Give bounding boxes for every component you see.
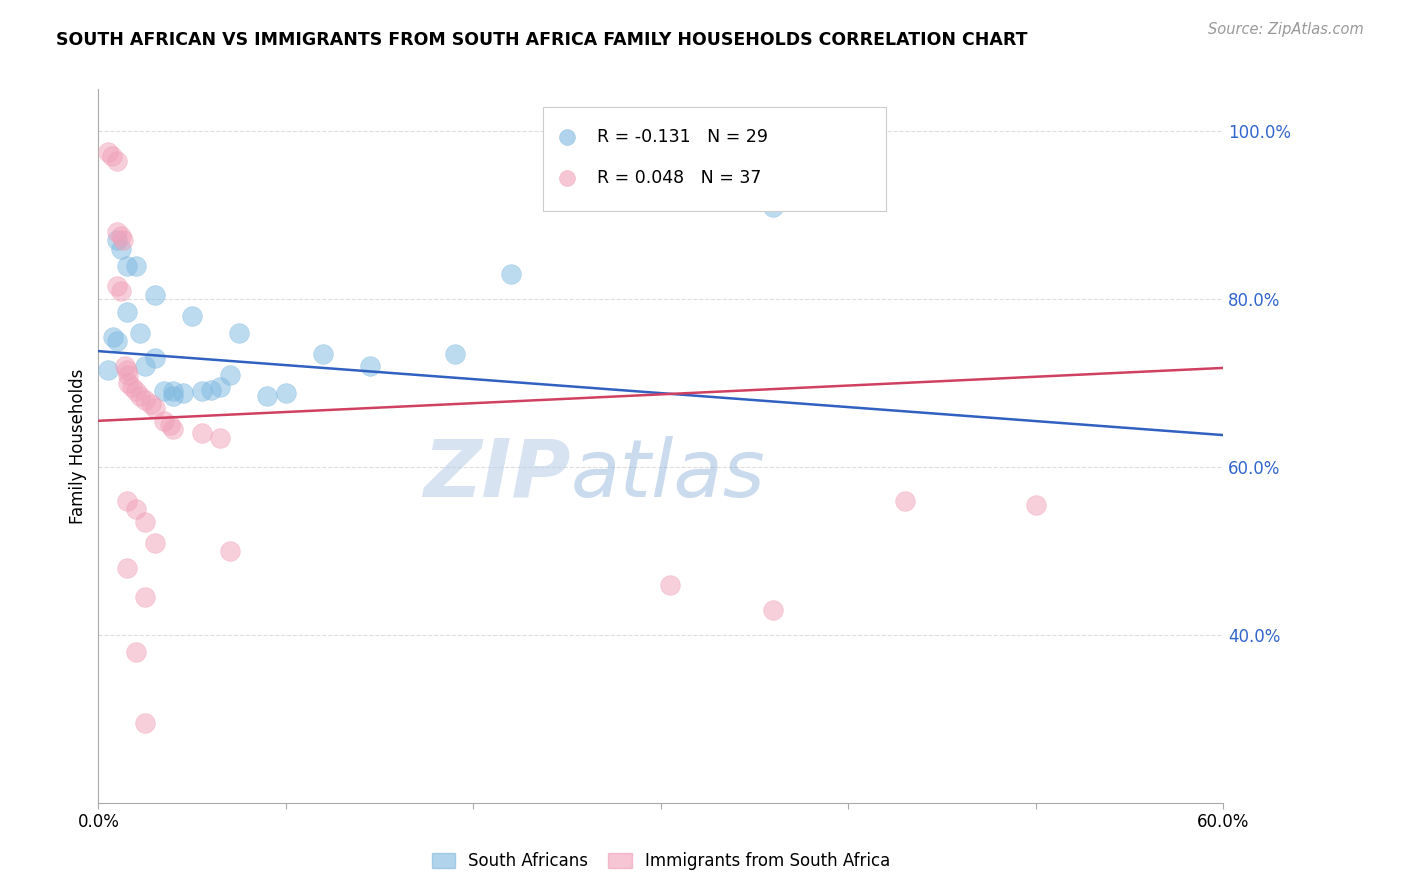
Point bbox=[97, 145, 120, 160]
Point bbox=[128, 389, 150, 403]
Point bbox=[134, 716, 156, 731]
Point bbox=[121, 380, 143, 394]
Point bbox=[181, 309, 204, 323]
Point bbox=[115, 363, 138, 377]
Point bbox=[172, 386, 194, 401]
Point bbox=[893, 493, 915, 508]
Point bbox=[159, 417, 181, 432]
Point bbox=[125, 384, 148, 399]
Point bbox=[134, 590, 156, 604]
Point bbox=[105, 334, 128, 348]
Point bbox=[209, 431, 232, 445]
Point bbox=[143, 288, 166, 302]
Point bbox=[134, 359, 156, 374]
Point bbox=[143, 351, 166, 365]
Point bbox=[869, 180, 891, 194]
Point bbox=[228, 326, 250, 340]
Legend: South Africans, Immigrants from South Africa: South Africans, Immigrants from South Af… bbox=[425, 846, 897, 877]
Point bbox=[443, 346, 465, 360]
Point bbox=[143, 535, 166, 549]
Point bbox=[115, 560, 138, 574]
Point bbox=[153, 414, 176, 428]
Point bbox=[100, 149, 122, 163]
Point bbox=[139, 397, 162, 411]
Point bbox=[218, 368, 240, 382]
Point bbox=[1025, 498, 1047, 512]
Point bbox=[762, 200, 785, 214]
Point bbox=[110, 242, 132, 256]
Point bbox=[105, 225, 128, 239]
Point bbox=[134, 392, 156, 407]
Point bbox=[190, 426, 212, 441]
Point bbox=[218, 544, 240, 558]
Point bbox=[153, 384, 176, 399]
Point bbox=[105, 279, 128, 293]
Point bbox=[125, 645, 148, 659]
Point bbox=[105, 153, 128, 168]
Point bbox=[762, 603, 785, 617]
Point bbox=[162, 422, 184, 436]
Point bbox=[128, 326, 150, 340]
Point bbox=[115, 259, 138, 273]
Point bbox=[110, 229, 132, 244]
Point bbox=[114, 359, 136, 374]
Text: SOUTH AFRICAN VS IMMIGRANTS FROM SOUTH AFRICA FAMILY HOUSEHOLDS CORRELATION CHAR: SOUTH AFRICAN VS IMMIGRANTS FROM SOUTH A… bbox=[56, 31, 1028, 49]
Y-axis label: Family Households: Family Households bbox=[69, 368, 87, 524]
Point bbox=[190, 384, 212, 399]
Point bbox=[143, 401, 166, 416]
Point bbox=[162, 389, 184, 403]
Point bbox=[256, 389, 278, 403]
Point bbox=[103, 330, 125, 344]
Point bbox=[209, 380, 232, 394]
Text: atlas: atlas bbox=[571, 435, 766, 514]
Point bbox=[659, 577, 682, 591]
Point bbox=[274, 386, 297, 401]
Point bbox=[110, 284, 132, 298]
Point bbox=[117, 376, 139, 390]
Point bbox=[117, 368, 139, 382]
Point bbox=[200, 383, 222, 397]
Point bbox=[115, 304, 138, 318]
Point bbox=[97, 363, 120, 377]
Point bbox=[869, 229, 891, 244]
Text: R = -0.131   N = 29: R = -0.131 N = 29 bbox=[596, 128, 768, 146]
Point bbox=[499, 267, 522, 281]
Point bbox=[125, 259, 148, 273]
FancyBboxPatch shape bbox=[543, 107, 886, 211]
Point bbox=[134, 515, 156, 529]
Point bbox=[105, 233, 128, 247]
Point bbox=[312, 346, 335, 360]
Text: ZIP: ZIP bbox=[423, 435, 571, 514]
Text: R = 0.048   N = 37: R = 0.048 N = 37 bbox=[596, 169, 761, 187]
Point bbox=[359, 359, 381, 374]
Point bbox=[115, 493, 138, 508]
Point bbox=[111, 233, 134, 247]
Text: Source: ZipAtlas.com: Source: ZipAtlas.com bbox=[1208, 22, 1364, 37]
Point bbox=[125, 502, 148, 516]
Point bbox=[162, 384, 184, 399]
Point bbox=[640, 175, 662, 189]
